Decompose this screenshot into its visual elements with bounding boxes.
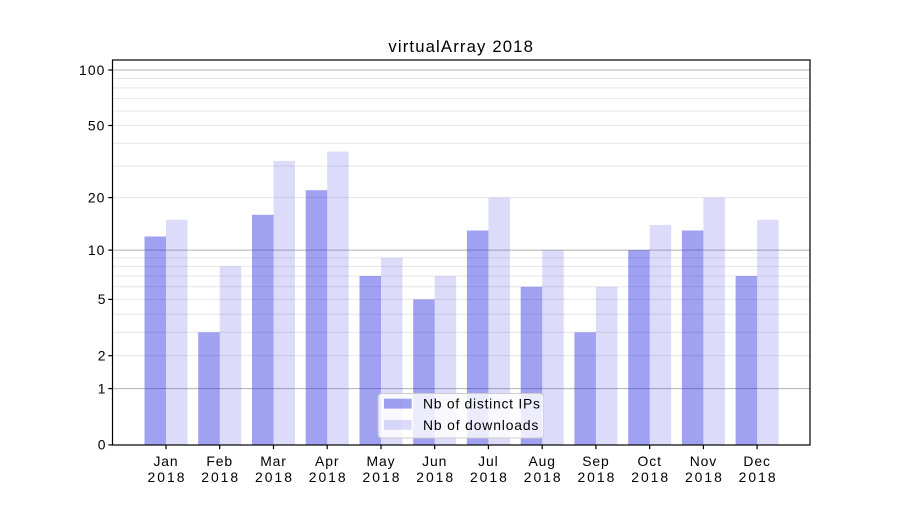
- svg-text:50: 50: [88, 117, 106, 133]
- svg-text:2018: 2018: [739, 469, 778, 485]
- svg-text:2018: 2018: [631, 469, 670, 485]
- svg-text:Nb of distinct IPs: Nb of distinct IPs: [423, 396, 541, 412]
- svg-text:0: 0: [98, 437, 106, 453]
- svg-text:Jan: Jan: [153, 453, 178, 469]
- svg-text:2018: 2018: [470, 469, 509, 485]
- svg-text:Dec: Dec: [743, 453, 770, 469]
- svg-text:Nov: Nov: [690, 453, 717, 469]
- svg-text:Aug: Aug: [528, 453, 555, 469]
- svg-text:2018: 2018: [255, 469, 294, 485]
- svg-text:Mar: Mar: [260, 453, 287, 469]
- svg-text:Sep: Sep: [582, 453, 609, 469]
- svg-text:2018: 2018: [363, 469, 402, 485]
- svg-text:2018: 2018: [685, 469, 724, 485]
- svg-text:Jul: Jul: [478, 453, 498, 469]
- svg-text:20: 20: [88, 189, 106, 205]
- svg-text:May: May: [367, 453, 396, 469]
- svg-text:Nb of downloads: Nb of downloads: [423, 417, 539, 433]
- svg-text:2018: 2018: [201, 469, 240, 485]
- svg-text:Oct: Oct: [638, 453, 662, 469]
- svg-text:Feb: Feb: [206, 453, 233, 469]
- svg-text:2018: 2018: [309, 469, 348, 485]
- svg-text:10: 10: [88, 242, 106, 258]
- svg-text:100: 100: [79, 62, 105, 78]
- svg-text:2018: 2018: [416, 469, 455, 485]
- svg-text:2018: 2018: [148, 469, 187, 485]
- svg-text:Apr: Apr: [315, 453, 339, 469]
- svg-text:2018: 2018: [577, 469, 616, 485]
- svg-text:2018: 2018: [524, 469, 563, 485]
- svg-text:Jun: Jun: [422, 453, 447, 469]
- svg-text:1: 1: [98, 380, 106, 396]
- svg-text:2: 2: [98, 348, 106, 364]
- svg-text:5: 5: [98, 291, 106, 307]
- svg-text:virtualArray 2018: virtualArray 2018: [388, 37, 534, 56]
